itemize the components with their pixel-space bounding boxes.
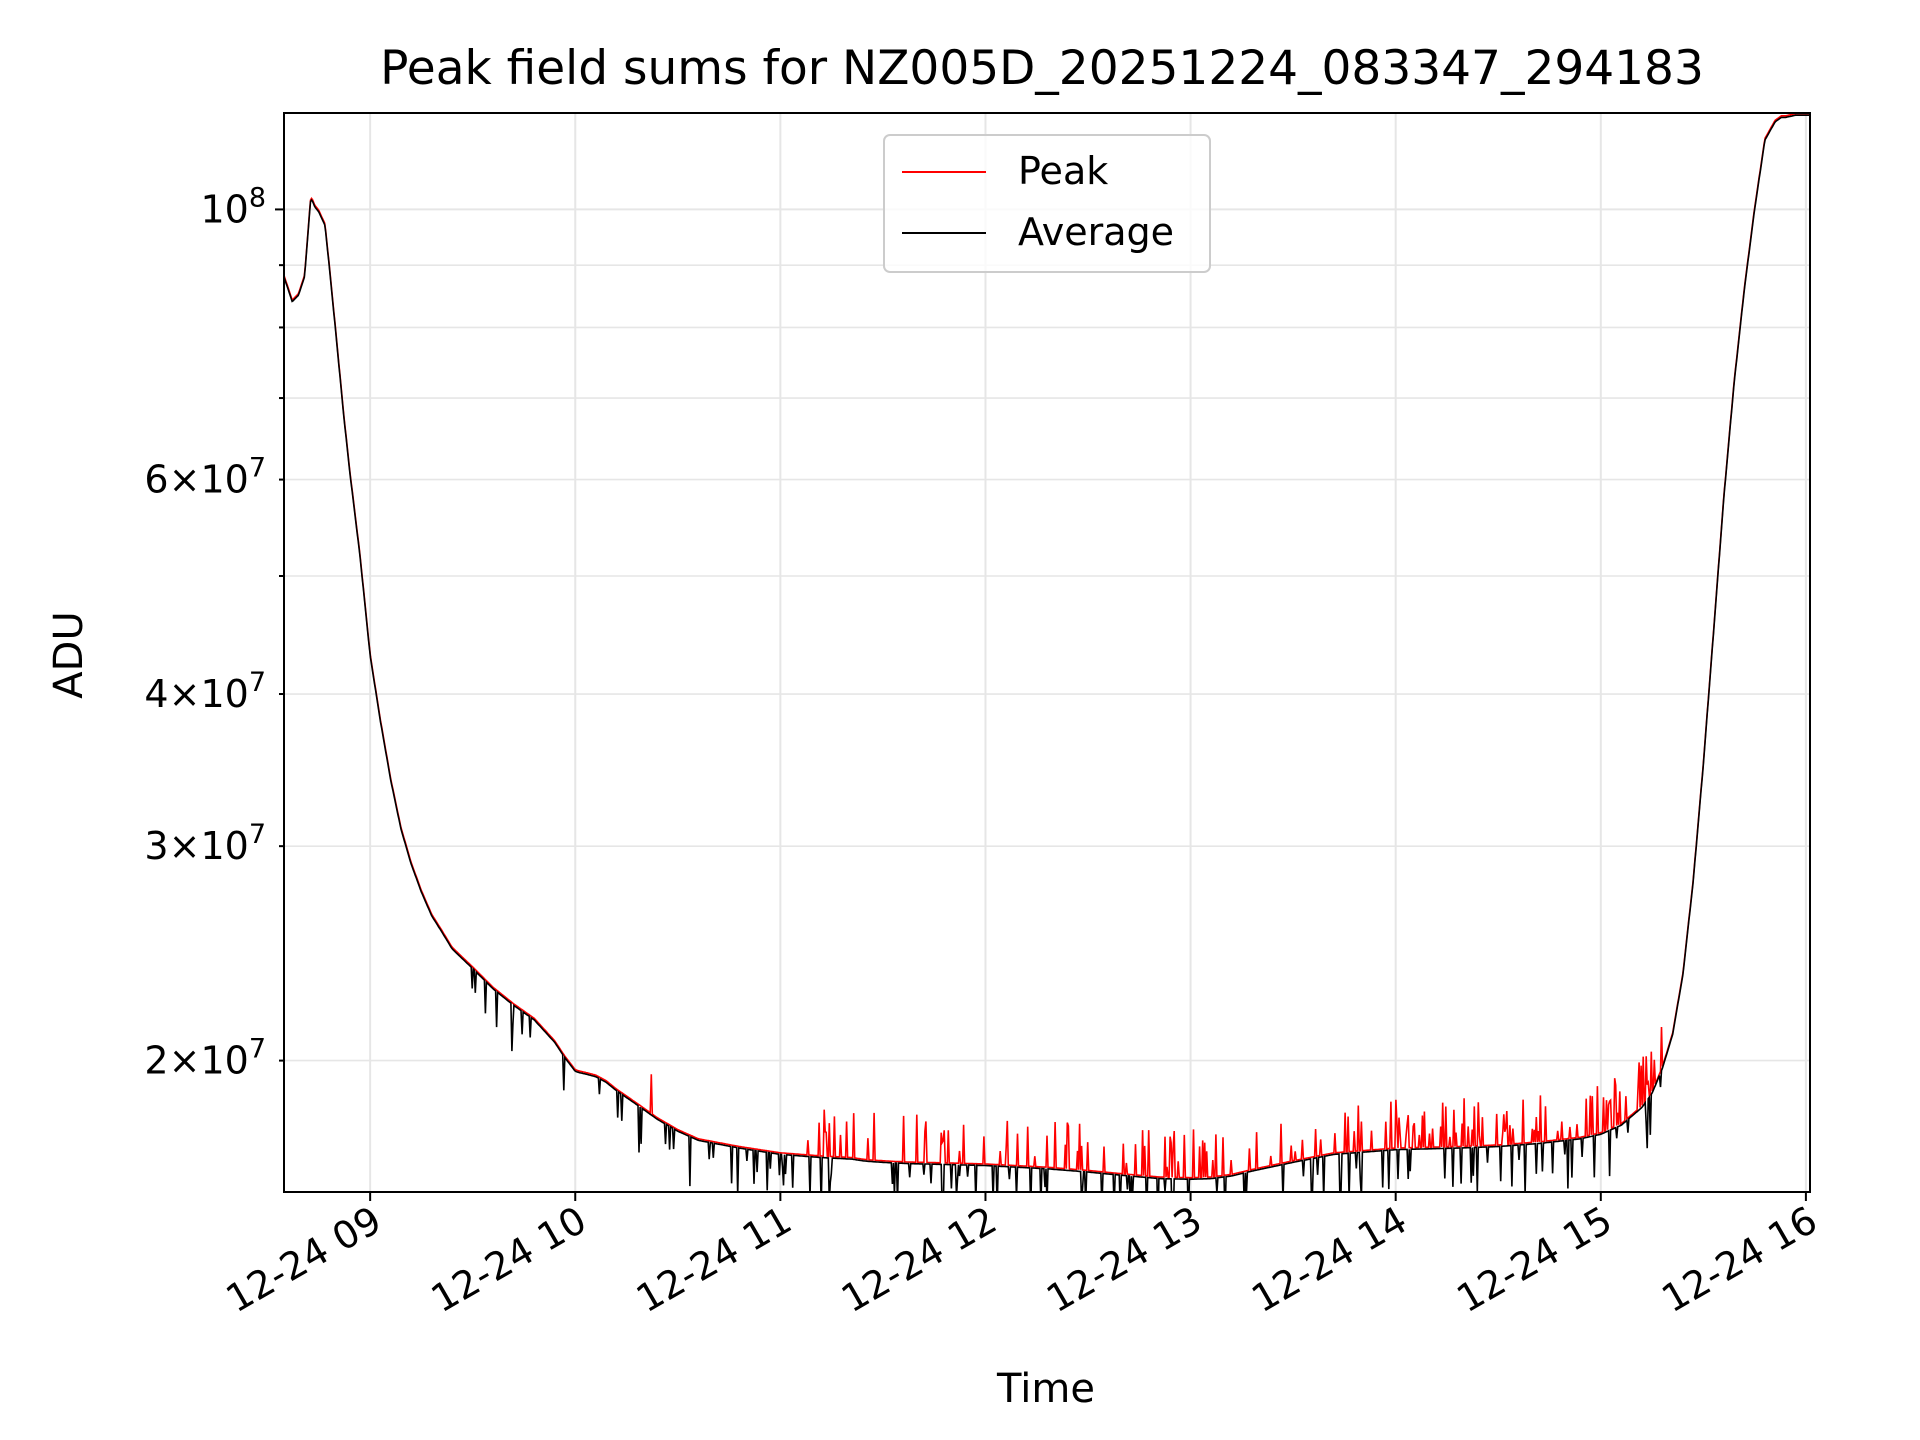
y-tick-times-sign: ×	[169, 672, 201, 716]
y-tick-times-sign: ×	[169, 824, 201, 868]
series-line-peak	[284, 113, 1810, 1179]
y-tick-exponent: 7	[249, 1034, 266, 1065]
y-tick-label: 108	[200, 182, 266, 231]
y-tick-base: 10	[200, 458, 248, 502]
y-tick-base: 10	[200, 187, 248, 231]
y-tick-base: 10	[200, 1039, 248, 1083]
y-tick-exponent: 8	[249, 182, 266, 213]
x-axis-label: Time	[996, 1366, 1095, 1412]
plot-area	[284, 113, 1810, 1192]
y-tick-exponent: 7	[249, 667, 266, 698]
y-tick-mantissa: 3	[144, 824, 168, 868]
y-tick-times-sign: ×	[169, 458, 201, 502]
y-tick-label: 6×107	[144, 453, 266, 502]
legend: Peak Average	[883, 134, 1211, 273]
legend-average-label: Average	[1018, 210, 1174, 254]
y-tick-mantissa: 6	[144, 458, 168, 502]
axes-frame	[283, 112, 1811, 1193]
y-axis-label: ADU	[46, 611, 92, 698]
y-tick-label: 3×107	[144, 819, 266, 868]
legend-peak-label: Peak	[1018, 149, 1108, 193]
y-tick-label: 4×107	[144, 667, 266, 716]
chart-title: Peak field sums for NZ005D_20251224_0833…	[380, 41, 1704, 96]
y-tick-base: 10	[200, 672, 248, 716]
y-tick-label: 2×107	[144, 1034, 266, 1083]
y-tick-mantissa: 4	[144, 672, 168, 716]
y-tick-mantissa: 2	[144, 1039, 168, 1083]
y-tick-times-sign: ×	[169, 1039, 201, 1083]
legend-box	[883, 134, 1211, 273]
series-line-average	[284, 114, 1810, 1192]
grid	[284, 113, 1810, 1192]
y-tick-exponent: 7	[249, 819, 266, 850]
y-tick-exponent: 7	[249, 453, 266, 484]
y-tick-base: 10	[200, 824, 248, 868]
